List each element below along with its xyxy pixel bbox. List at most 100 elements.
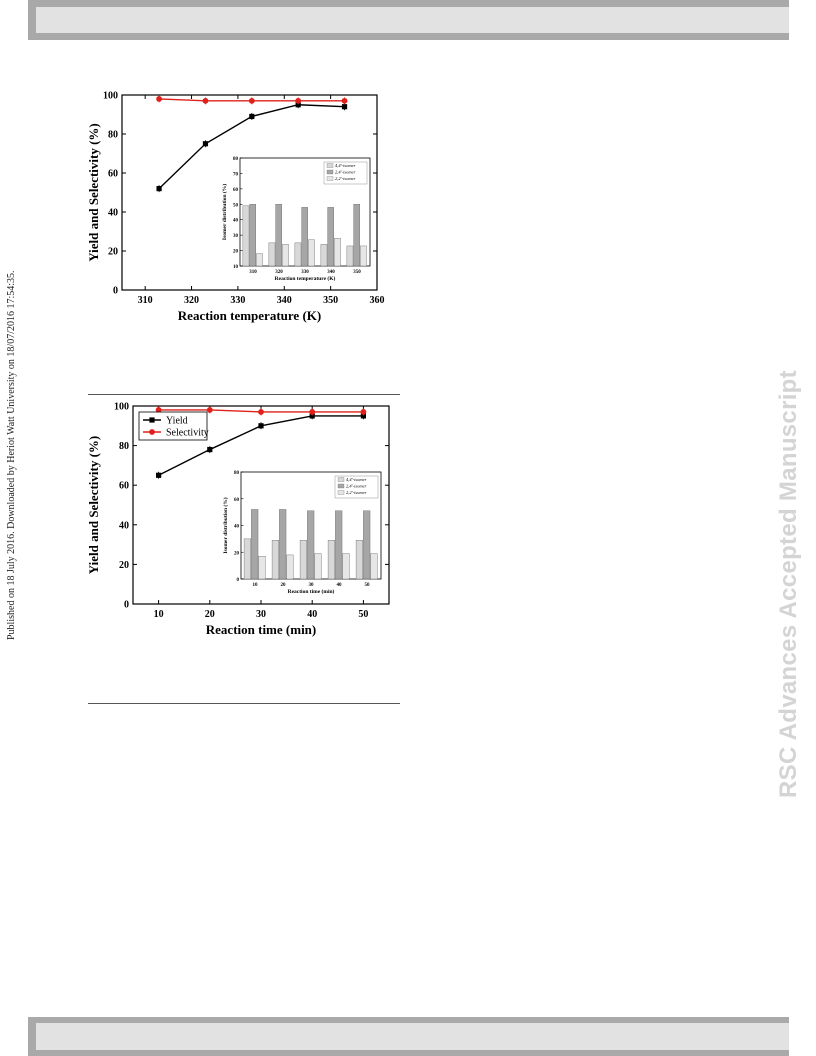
y-tick-label: 100 <box>103 91 118 102</box>
yield-point <box>309 413 315 419</box>
inset-bar <box>334 238 341 267</box>
inset-y-tick-label: 20 <box>233 250 239 255</box>
y-tick-label: 40 <box>108 208 118 219</box>
yield-point <box>249 113 255 120</box>
inset-y-axis-label: Isomer distribution (%) <box>221 184 228 240</box>
inset-bar <box>308 239 315 267</box>
inset-y-tick-label: 50 <box>233 203 239 208</box>
inset-bar <box>271 540 279 580</box>
x-tick-label: 320 <box>184 295 199 306</box>
legend-marker-selectivity <box>149 429 155 435</box>
inset-x-tick-label: 20 <box>281 583 287 588</box>
inset-x-tick-label: 10 <box>253 583 259 588</box>
footer-bar <box>28 1017 789 1056</box>
inset-legend-label: 4,4'-isomer <box>335 163 356 169</box>
inset-x-tick-label: 310 <box>249 270 257 275</box>
header-bar-inner <box>36 7 789 33</box>
inset-legend-label: 2,4'-isomer <box>346 484 367 490</box>
inset-bar <box>353 204 360 267</box>
yield-point <box>360 413 366 419</box>
inset-bar <box>242 205 250 267</box>
inset-y-tick-label: 30 <box>233 234 239 239</box>
inset-bar <box>282 244 289 267</box>
legend-label-yield: Yield <box>166 416 188 427</box>
yield-point <box>202 141 209 147</box>
inset-legend-box <box>334 475 379 499</box>
inset-legend-swatch <box>326 169 334 175</box>
yield-point <box>156 186 162 192</box>
figure-rule-top <box>88 394 400 395</box>
inset-x-axis-label: Reaction temperature (K) <box>275 275 336 282</box>
inset-bar <box>327 540 335 580</box>
yield-point <box>341 104 348 110</box>
inset-bar <box>314 553 322 580</box>
inset-legend-label: 2,2'-isomer <box>335 176 356 182</box>
inset-bar <box>370 553 378 580</box>
y-tick-label: 60 <box>108 169 118 180</box>
legend-box <box>138 411 208 441</box>
inset-bar <box>249 204 256 267</box>
inset-x-tick-label: 320 <box>275 270 283 275</box>
selectivity-point <box>202 97 209 104</box>
x-tick-label: 360 <box>370 295 385 306</box>
inset-y-tick-label: 40 <box>233 219 239 224</box>
inset-x-tick-label: 350 <box>353 270 361 275</box>
inset-bar <box>251 509 259 580</box>
x-tick-label: 10 <box>154 609 164 620</box>
inset-bar <box>256 253 263 267</box>
legend-label-selectivity: Selectivity <box>166 428 209 439</box>
inset-y-tick-label: 60 <box>234 498 240 503</box>
inset-y-tick-label: 10 <box>233 265 239 270</box>
selectivity-point <box>258 409 264 415</box>
x-axis-label: Reaction time (min) <box>206 622 316 637</box>
y-axis-label: Yield and Selectivity (%) <box>86 123 101 262</box>
inset-legend-label: 2,2'-isomer <box>346 490 367 496</box>
inset-legend-swatch <box>326 176 334 181</box>
inset-bar <box>286 554 294 580</box>
inset-bar <box>279 509 287 580</box>
inset-y-axis-label: Isomer distribution (%) <box>222 497 229 553</box>
x-tick-label: 340 <box>277 295 292 306</box>
inset-legend-label: 2,4'-isomer <box>335 170 356 176</box>
inset-legend-swatch <box>326 163 334 168</box>
x-tick-label: 50 <box>358 609 368 620</box>
inset-bar <box>327 207 334 267</box>
inset-bar <box>363 510 371 580</box>
inset-bar <box>299 540 307 580</box>
selectivity-point <box>341 97 348 104</box>
selectivity-point <box>206 407 213 413</box>
selectivity-point <box>156 96 162 102</box>
inset-bar <box>335 510 343 580</box>
y-tick-label: 40 <box>119 520 129 531</box>
y-tick-label: 100 <box>114 402 129 413</box>
inset-y-tick-label: 0 <box>237 578 240 583</box>
y-tick-label: 0 <box>124 600 129 611</box>
y-tick-label: 60 <box>119 481 129 492</box>
x-tick-label: 40 <box>307 609 317 620</box>
plot-frame <box>121 94 378 291</box>
inset-x-tick-label: 30 <box>309 583 315 588</box>
inset-bar <box>294 242 302 267</box>
y-tick-label: 80 <box>119 441 129 452</box>
y-tick-label: 20 <box>108 247 118 258</box>
selectivity-point <box>295 97 302 104</box>
inset-legend-swatch <box>337 477 345 482</box>
side-note-text: Published on 18 July 2016. Downloaded by… <box>6 270 17 640</box>
figure-temperature: 0 20 40 60 80 100 310 320 330 340 350 360 Reaction t… <box>86 91 385 324</box>
watermark-text: RSC Advances Accepted Manuscript <box>775 370 802 798</box>
selectivity-point <box>155 407 162 413</box>
inset-x-axis-label: Reaction time (min) <box>288 588 335 595</box>
x-tick-label: 20 <box>205 609 215 620</box>
inset-bar <box>243 538 251 580</box>
inset-bar <box>355 540 363 580</box>
yield-point <box>156 472 162 478</box>
selectivity-point <box>360 409 367 415</box>
inset-bar <box>346 245 354 267</box>
y-tick-label: 20 <box>119 560 129 571</box>
x-tick-label: 330 <box>230 295 245 306</box>
inset-y-tick-label: 60 <box>233 188 239 193</box>
figure-rule-bottom <box>88 703 400 704</box>
x-tick-label: 350 <box>323 295 338 306</box>
inset-bar <box>360 245 367 267</box>
